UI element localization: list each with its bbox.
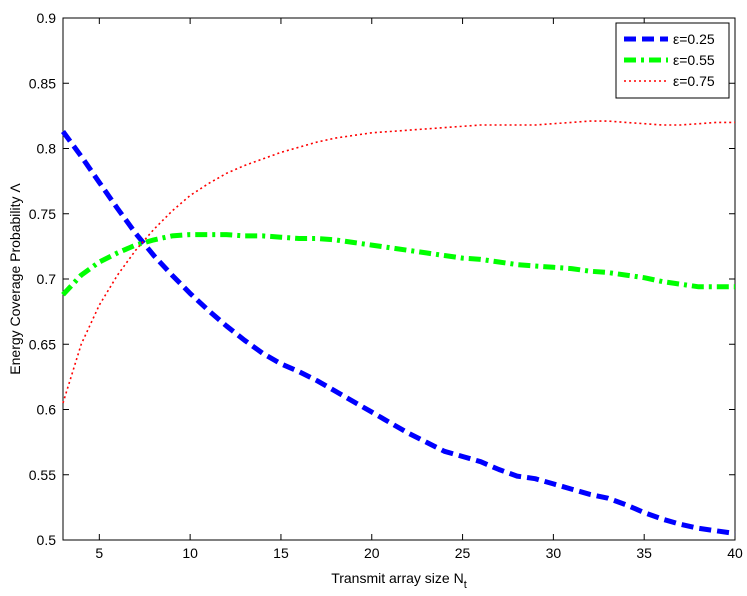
y-tick-label: 0.8 xyxy=(37,141,57,157)
x-axis-label-main: Transmit array size N xyxy=(331,570,464,586)
y-tick-label: 0.85 xyxy=(29,75,56,91)
x-axis-label: Transmit array size Nt xyxy=(331,570,467,591)
y-tick-label: 0.75 xyxy=(29,206,56,222)
ticks-layer: 5 10 15 20 25 30 35 40 0.5 0.55 0.6 0.65 0.7 0.75 0.8 0… xyxy=(29,10,743,561)
series-line-2 xyxy=(61,232,735,297)
x-axis-label-subscript: t xyxy=(464,579,467,591)
y-axis-label: Energy Coverage Probability Λ xyxy=(7,183,23,375)
x-tick-label: 25 xyxy=(455,545,471,561)
y-tick-label: 0.7 xyxy=(37,271,57,287)
legend: ε=0.25 ε=0.55 ε=0.75 xyxy=(615,22,730,99)
x-tick-label: 20 xyxy=(364,545,380,561)
series-line-1 xyxy=(60,130,736,536)
y-tick-label: 0.5 xyxy=(37,532,57,548)
legend-label-3: ε=0.75 xyxy=(673,73,715,89)
y-tick-label: 0.65 xyxy=(29,336,56,352)
y-tick-label: 0.6 xyxy=(37,402,57,418)
y-tick-label: 0.55 xyxy=(29,467,56,483)
x-tick-label: 15 xyxy=(273,545,289,561)
legend-label-1: ε=0.25 xyxy=(673,31,715,47)
x-tick-label: 40 xyxy=(727,545,743,561)
x-tick-label: 5 xyxy=(95,545,103,561)
x-tick-label: 35 xyxy=(636,545,652,561)
x-tick-label: 30 xyxy=(546,545,562,561)
legend-label-2: ε=0.55 xyxy=(673,52,715,68)
x-tick-label: 10 xyxy=(182,545,198,561)
y-tick-label: 0.9 xyxy=(37,10,57,26)
series-layer xyxy=(60,120,736,536)
